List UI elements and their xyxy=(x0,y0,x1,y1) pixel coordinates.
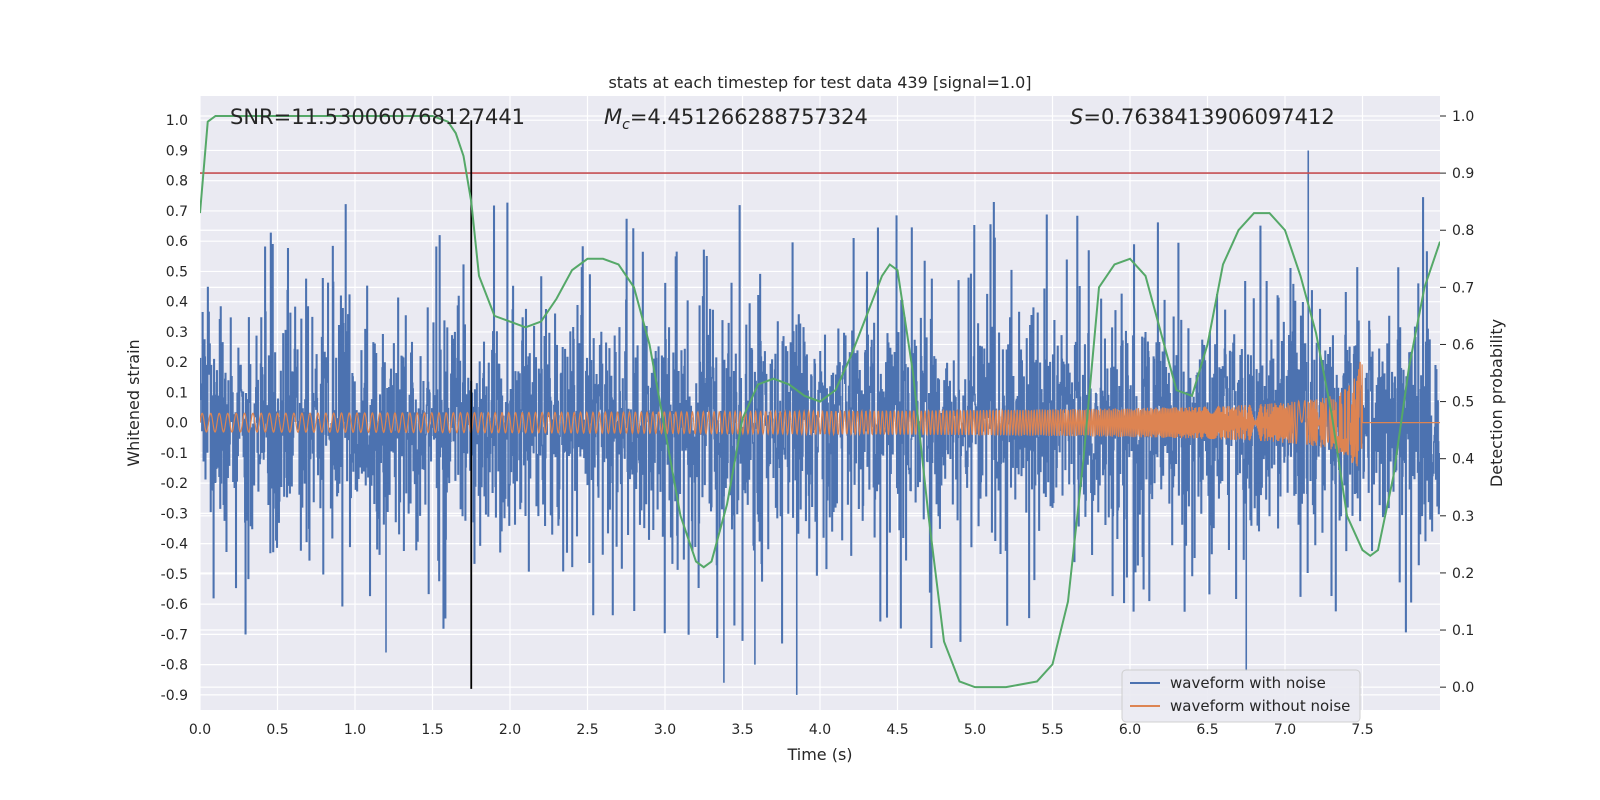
legend-box xyxy=(1121,669,1361,723)
x-tick-label: 0.0 xyxy=(189,722,211,738)
x-tick-label: 7.5 xyxy=(1351,722,1373,738)
y-tick-label-right: 0.0 xyxy=(1452,680,1474,696)
y-tick-label: -0.2 xyxy=(161,476,188,492)
x-tick-label: 1.0 xyxy=(344,722,366,738)
y-axis-label: Whitened strain xyxy=(124,339,143,466)
x-tick-label: 3.0 xyxy=(654,722,676,738)
y-tick-label: 0.9 xyxy=(166,143,188,159)
x-tick-label: 5.5 xyxy=(1041,722,1063,738)
x-axis-label: Time (s) xyxy=(786,745,852,764)
y-ticks: 1.0 0.9 0.8 0.7 0.6 0.5 0.4 0.3 0.2 0.1 0.0 -0.1 -0.… xyxy=(161,113,188,704)
y-tick-label: 0.3 xyxy=(166,325,188,341)
y-axis-label-right: Detection probability xyxy=(1487,319,1506,487)
y-ticks-right: 1.0 0.9 0.8 0.7 0.6 0.5 0.4 0.3 0.2 0.1 0.0 xyxy=(1440,109,1474,696)
y-tick-label-right: 0.9 xyxy=(1452,166,1474,182)
legend: waveform with noise waveform without noi… xyxy=(1121,669,1361,723)
x-tick-label: 3.5 xyxy=(731,722,753,738)
x-tick-label: 2.5 xyxy=(576,722,598,738)
x-ticks: 0.0 0.5 1.0 1.5 2.0 2.5 3.0 3.5 4.0 4.5 5.0 5.5 6.0 6… xyxy=(189,722,1374,738)
chart-title: stats at each timestep for test data 439… xyxy=(608,73,1031,92)
x-tick-label: 1.5 xyxy=(421,722,443,738)
y-tick-label: -0.6 xyxy=(161,597,188,613)
y-tick-label: -0.9 xyxy=(161,688,188,704)
y-tick-label: 1.0 xyxy=(166,113,188,129)
legend-label-clean: waveform without noise xyxy=(1170,697,1350,715)
x-tick-label: 0.5 xyxy=(266,722,288,738)
y-tick-label: -0.5 xyxy=(161,567,188,583)
y-tick-label: 0.2 xyxy=(166,355,188,371)
y-tick-label: 0.4 xyxy=(166,295,188,311)
y-tick-label: -0.7 xyxy=(161,627,188,643)
y-tick-label: 0.8 xyxy=(166,174,188,190)
y-tick-label: 0.6 xyxy=(166,234,188,250)
y-tick-label: -0.8 xyxy=(161,658,188,674)
series-waveform-with-noise xyxy=(200,150,1440,695)
chirp-mass-symbol: M xyxy=(604,105,622,129)
x-tick-label: 6.0 xyxy=(1119,722,1141,738)
y-tick-label-right: 0.3 xyxy=(1452,509,1474,525)
legend-label-noise: waveform with noise xyxy=(1170,674,1326,692)
x-tick-label: 4.0 xyxy=(809,722,831,738)
y-tick-label-right: 0.5 xyxy=(1452,395,1474,411)
y-tick-label: -0.1 xyxy=(161,446,188,462)
y-tick-label-right: 0.1 xyxy=(1452,623,1474,639)
x-tick-label: 2.0 xyxy=(499,722,521,738)
series-detection-probability xyxy=(200,114,1440,689)
series-waveform-without-noise xyxy=(200,361,1440,467)
y-tick-label: 0.1 xyxy=(166,385,188,401)
y-tick-label: -0.4 xyxy=(161,537,188,553)
x-tick-label: 6.5 xyxy=(1196,722,1218,738)
y-tick-label-right: 1.0 xyxy=(1452,109,1474,125)
chirp-mass-subscript: c xyxy=(622,117,630,133)
x-tick-label: 7.0 xyxy=(1274,722,1296,738)
chirp-mass-annotation: Mc=4.451266288757324 xyxy=(604,105,868,133)
y-tick-label: 0.5 xyxy=(166,264,188,280)
chirp-mass-value: =4.451266288757324 xyxy=(630,105,868,129)
y-tick-label: 0.0 xyxy=(166,416,188,432)
y-tick-label: -0.3 xyxy=(161,506,188,522)
snr-annotation: SNR=11.530060768127441 xyxy=(230,105,525,129)
x-tick-label: 5.0 xyxy=(964,722,986,738)
y-tick-label-right: 0.4 xyxy=(1452,452,1474,468)
y-tick-label: 0.7 xyxy=(166,204,188,220)
y-tick-label-right: 0.7 xyxy=(1452,280,1474,296)
y-tick-label-right: 0.8 xyxy=(1452,223,1474,239)
s-symbol: S xyxy=(1070,105,1083,129)
s-annotation: S=0.7638413906097412 xyxy=(1070,105,1335,129)
y-tick-label-right: 0.6 xyxy=(1452,337,1474,353)
x-tick-label: 4.5 xyxy=(886,722,908,738)
y-tick-label-right: 0.2 xyxy=(1452,566,1474,582)
s-value: =0.7638413906097412 xyxy=(1083,105,1334,129)
